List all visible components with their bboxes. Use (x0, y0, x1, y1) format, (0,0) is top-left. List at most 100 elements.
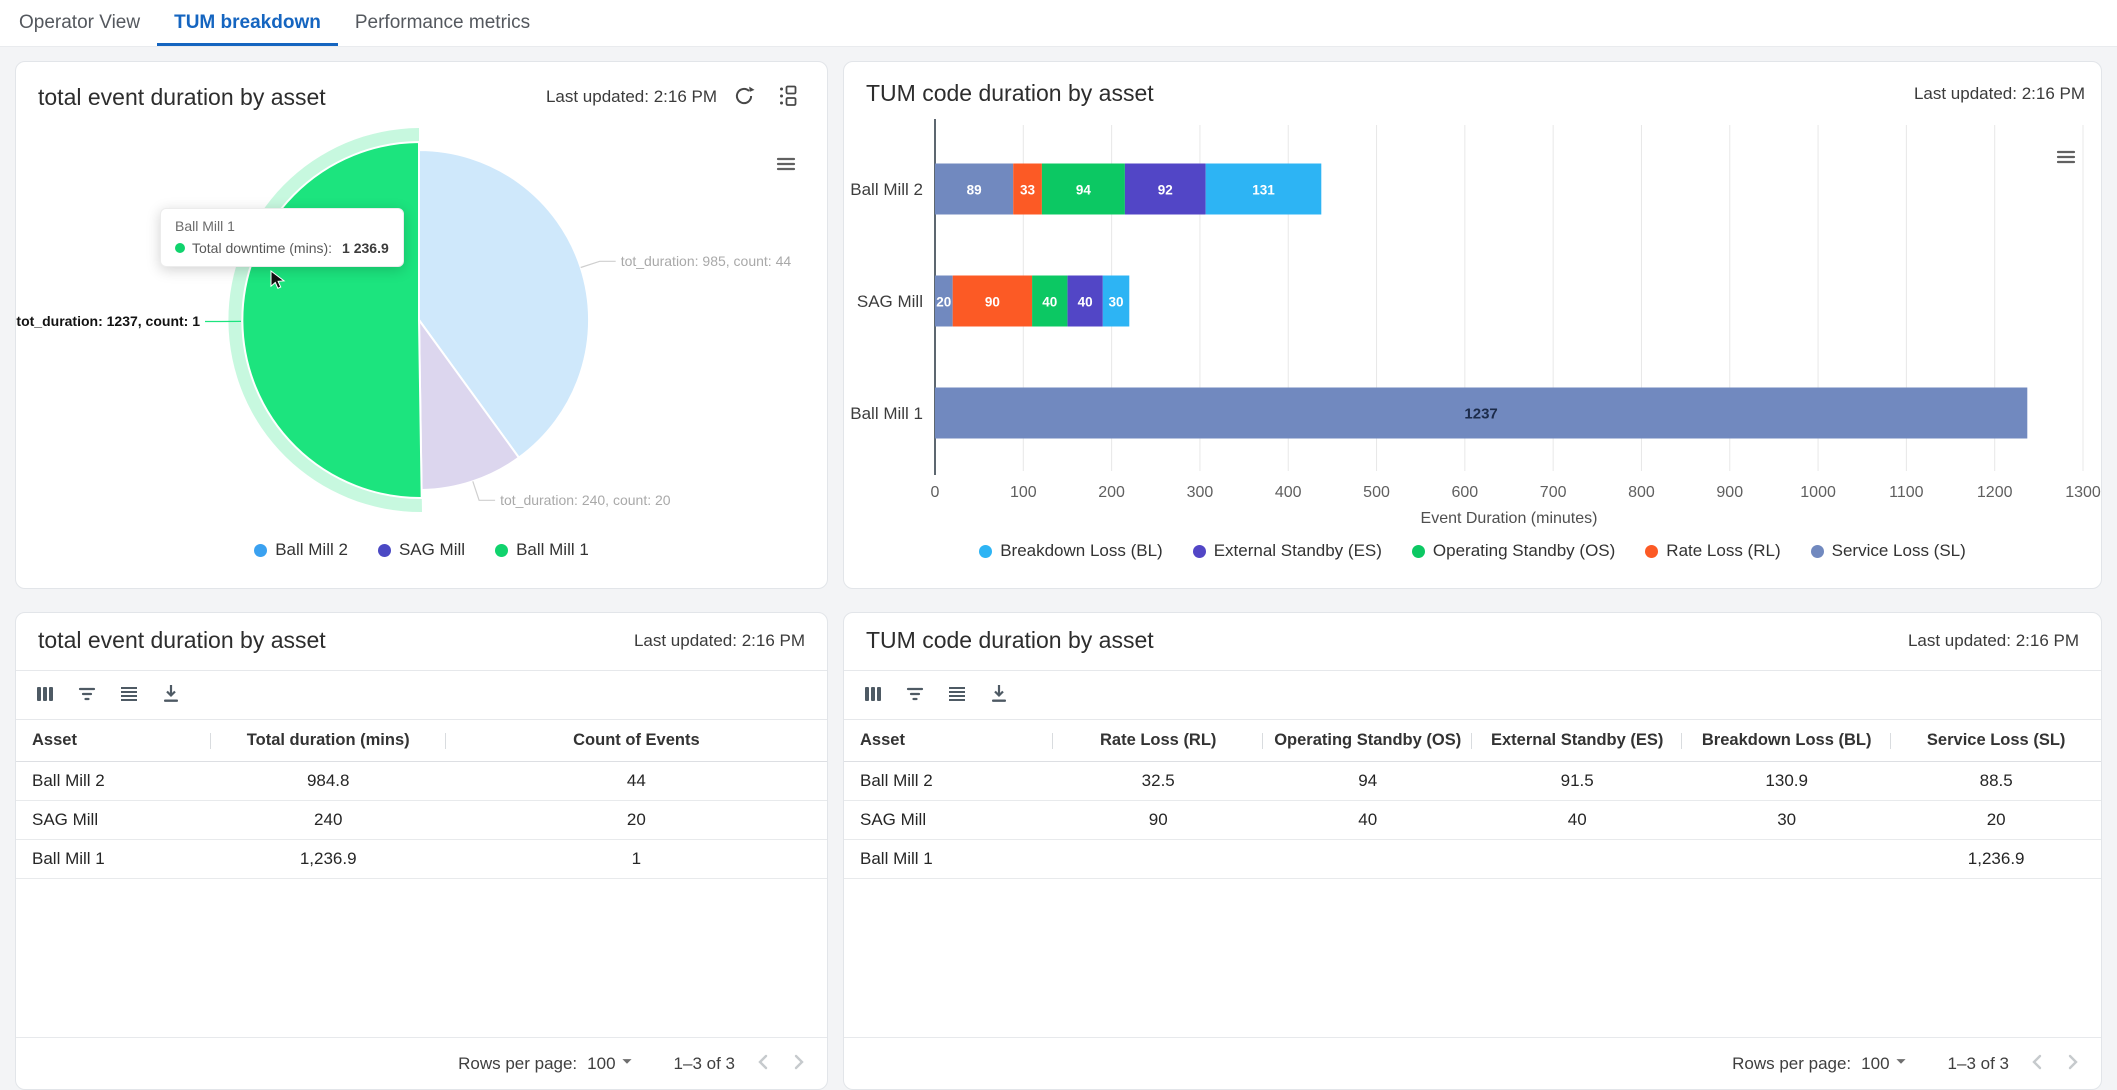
legend-item[interactable]: Rate Loss (RL) (1645, 541, 1780, 561)
table-cell[interactable]: 130.9 (1682, 762, 1891, 800)
filter-button[interactable] (898, 678, 932, 712)
table-toolbar (16, 671, 827, 720)
table-cell[interactable]: 44 (446, 762, 827, 800)
next-page-button[interactable] (781, 1046, 817, 1082)
previous-page-button[interactable] (2019, 1046, 2055, 1082)
chart-menu-button[interactable] (769, 148, 803, 182)
column-header[interactable]: Total duration (mins) (211, 720, 446, 761)
table-cell[interactable] (1053, 840, 1262, 878)
table-cell[interactable]: 32.5 (1053, 762, 1262, 800)
rows-per-page-label: Rows per page: (458, 1054, 577, 1074)
table-footer: Rows per page: 100 1–3 of 3 (844, 1037, 2101, 1089)
density-button[interactable] (940, 678, 974, 712)
table-cell[interactable]: Ball Mill 1 (844, 840, 1053, 878)
x-tick-label: 200 (1098, 484, 1125, 501)
customize-button[interactable] (771, 80, 805, 114)
table-cell[interactable]: 90 (1053, 801, 1262, 839)
next-page-button[interactable] (2055, 1046, 2091, 1082)
columns-button[interactable] (856, 678, 890, 712)
table-cell[interactable]: SAG Mill (844, 801, 1053, 839)
x-tick-label: 100 (1010, 484, 1037, 501)
export-button[interactable] (154, 678, 188, 712)
previous-page-button[interactable] (745, 1046, 781, 1082)
column-header[interactable]: Rate Loss (RL) (1053, 720, 1262, 761)
table-cell[interactable]: 1 (446, 840, 827, 878)
last-updated-label: Last updated: 2:16 PM (1908, 631, 2079, 651)
legend-item[interactable]: Breakdown Loss (BL) (979, 541, 1163, 561)
table-cell[interactable] (1472, 840, 1681, 878)
table-cell[interactable]: 1,236.9 (1891, 840, 2100, 878)
table-row[interactable]: Ball Mill 1 1,236.9 (844, 840, 2101, 879)
table-cell[interactable]: 984.8 (211, 762, 446, 800)
table-cell[interactable]: 20 (1891, 801, 2100, 839)
export-button[interactable] (982, 678, 1016, 712)
table-cell[interactable]: 1,236.9 (211, 840, 446, 878)
column-header[interactable]: Operating Standby (OS) (1263, 720, 1472, 761)
filter-icon (75, 682, 99, 709)
rows-per-page-select[interactable]: 100 (1861, 1050, 1911, 1077)
column-header[interactable]: Count of Events (446, 720, 827, 761)
table-cell[interactable]: Ball Mill 2 (16, 762, 211, 800)
table-cell[interactable]: 30 (1682, 801, 1891, 839)
y-category-label: Ball Mill 1 (850, 404, 923, 423)
table-cell[interactable]: SAG Mill (16, 801, 211, 839)
table-cell[interactable]: Ball Mill 2 (844, 762, 1053, 800)
table-cell[interactable]: 40 (1472, 801, 1681, 839)
pie-slice[interactable] (242, 142, 421, 498)
table-cell[interactable]: 20 (446, 801, 827, 839)
columns-icon (33, 682, 57, 709)
column-header[interactable]: Asset (16, 720, 211, 761)
bar-value-label: 89 (967, 183, 982, 198)
column-header[interactable]: Service Loss (SL) (1891, 720, 2100, 761)
column-header[interactable]: External Standby (ES) (1472, 720, 1681, 761)
table-cell[interactable]: 88.5 (1891, 762, 2100, 800)
table-cell[interactable] (1682, 840, 1891, 878)
legend-label: Rate Loss (RL) (1666, 541, 1780, 561)
x-tick-label: 700 (1540, 484, 1567, 501)
legend-item[interactable]: External Standby (ES) (1193, 541, 1382, 561)
legend-label: Operating Standby (OS) (1433, 541, 1615, 561)
chart-menu-button[interactable] (2049, 141, 2083, 175)
density-button[interactable] (112, 678, 146, 712)
bar-legend: Breakdown Loss (BL) External Standby (ES)… (844, 531, 2101, 571)
tab-tum-breakdown[interactable]: TUM breakdown (157, 0, 338, 46)
refresh-button[interactable] (727, 80, 761, 114)
column-header[interactable]: Asset (844, 720, 1053, 761)
table-cell[interactable]: Ball Mill 1 (16, 840, 211, 878)
tab-performance-metrics[interactable]: Performance metrics (338, 0, 547, 46)
table-cell[interactable]: 40 (1263, 801, 1472, 839)
pie-chart-canvas[interactable]: tot_duration: 985, count: 44tot_duration… (38, 118, 807, 530)
legend-item[interactable]: Ball Mill 2 (254, 540, 348, 560)
table-cell[interactable]: 91.5 (1472, 762, 1681, 800)
rows-per-page-select[interactable]: 100 (587, 1050, 637, 1077)
pie-chart-panel: total event duration by asset Last updat… (15, 61, 828, 589)
legend-item[interactable]: Ball Mill 1 (495, 540, 589, 560)
x-tick-label: 800 (1628, 484, 1655, 501)
legend-item[interactable]: SAG Mill (378, 540, 465, 560)
tab-operator-view[interactable]: Operator View (2, 0, 157, 46)
table-cell[interactable]: 240 (211, 801, 446, 839)
legend-label: Ball Mill 2 (275, 540, 348, 560)
columns-button[interactable] (28, 678, 62, 712)
legend-item[interactable]: Service Loss (SL) (1811, 541, 1966, 561)
bar-value-label: 94 (1076, 183, 1092, 198)
table-cell[interactable]: 94 (1263, 762, 1472, 800)
pie-callout-label: tot_duration: 985, count: 44 (621, 253, 792, 269)
filter-button[interactable] (70, 678, 104, 712)
caret-down-icon (1890, 1050, 1912, 1077)
legend-item[interactable]: Operating Standby (OS) (1412, 541, 1615, 561)
legend-label: SAG Mill (399, 540, 465, 560)
table-cell[interactable] (1263, 840, 1472, 878)
legend-dot-icon (1412, 545, 1425, 558)
column-header[interactable]: Breakdown Loss (BL) (1682, 720, 1891, 761)
